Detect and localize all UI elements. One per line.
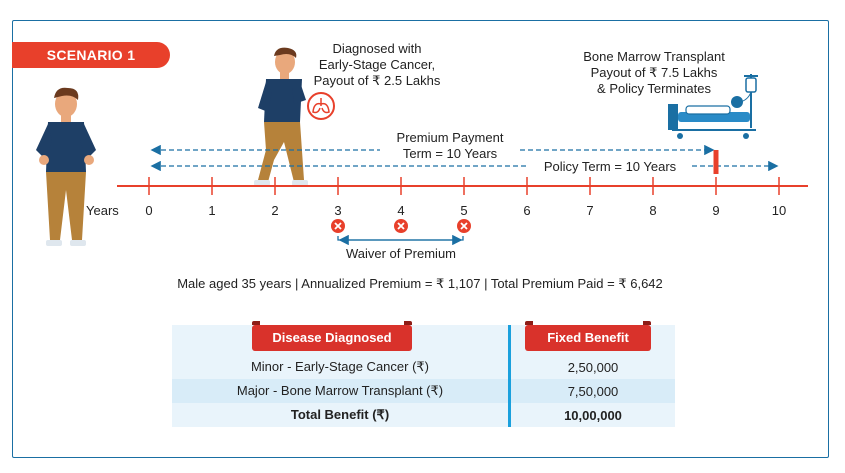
tick-label: 1 <box>208 203 216 218</box>
table-total-row: Total Benefit (₹) 10,00,000 <box>172 403 675 427</box>
header-disease-diagnosed: Disease Diagnosed <box>252 321 412 351</box>
hospital-bed-illustration <box>668 74 758 139</box>
tick-label: 0 <box>145 203 153 218</box>
transplant-line3: & Policy Terminates <box>597 81 711 96</box>
premium-payment-caption: Premium Payment Term = 10 Years <box>380 130 520 162</box>
total-label-cell: Total Benefit (₹) <box>172 403 510 427</box>
diagnosis-caption: Diagnosed with Early-Stage Cancer, Payou… <box>302 41 452 89</box>
tick-label: 8 <box>649 203 657 218</box>
premium-summary: Male aged 35 years | Annualized Premium … <box>177 276 663 291</box>
diagnosed-man-illustration <box>254 47 335 186</box>
disease-cell: Major - Bone Marrow Transplant (₹) <box>172 379 510 403</box>
benefit-table: Disease Diagnosed Fixed Benefit Minor - … <box>172 321 675 427</box>
transplant-caption: Bone Marrow Transplant Payout of ₹ 7.5 L… <box>568 49 740 97</box>
transplant-line1: Bone Marrow Transplant <box>583 49 725 64</box>
tick-label: 9 <box>712 203 720 218</box>
table-header-row: Disease Diagnosed Fixed Benefit <box>172 321 675 355</box>
event-marker <box>713 150 719 174</box>
years-axis-label: Years <box>86 203 119 218</box>
policy-term-caption: Policy Term = 10 Years <box>530 159 690 175</box>
tick-label: 5 <box>460 203 468 218</box>
tick-label: 6 <box>523 203 531 218</box>
tick-label: 3 <box>334 203 342 218</box>
table-row: Minor - Early-Stage Cancer (₹) 2,50,000 <box>172 355 675 379</box>
healthy-man-illustration <box>36 87 96 246</box>
transplant-line2: Payout of ₹ 7.5 Lakhs <box>590 65 718 80</box>
tick-label: 7 <box>586 203 594 218</box>
waiver-cross-icon <box>394 219 408 233</box>
diagnosis-line2: Early-Stage Cancer, <box>318 57 436 72</box>
diagnosis-line1: Diagnosed with <box>332 41 422 56</box>
tick-label: 10 <box>771 203 787 218</box>
premium-payment-line1: Premium Payment <box>396 130 504 145</box>
table-row: Major - Bone Marrow Transplant (₹) 7,50,… <box>172 379 675 403</box>
diagnosis-line3: Payout of ₹ 2.5 Lakhs <box>313 73 441 88</box>
scenario-label: SCENARIO 1 <box>12 42 170 68</box>
benefit-cell: 7,50,000 <box>508 379 675 403</box>
benefit-cell: 2,50,000 <box>508 355 675 379</box>
tick-label: 2 <box>271 203 279 218</box>
waiver-cross-icon <box>331 219 345 233</box>
waiver-cross-icon <box>457 219 471 233</box>
header-fixed-benefit: Fixed Benefit <box>525 321 651 351</box>
scenario-frame <box>12 20 829 458</box>
disease-cell: Minor - Early-Stage Cancer (₹) <box>172 355 510 379</box>
premium-payment-line2: Term = 10 Years <box>402 146 498 161</box>
tick-label: 4 <box>397 203 405 218</box>
total-benefit-cell: 10,00,000 <box>508 403 675 427</box>
waiver-caption: Waiver of Premium <box>345 246 457 261</box>
